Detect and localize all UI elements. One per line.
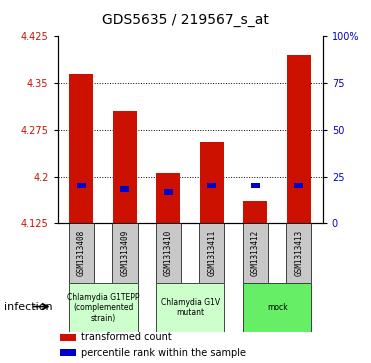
Text: GDS5635 / 219567_s_at: GDS5635 / 219567_s_at: [102, 13, 269, 27]
Bar: [207, 183, 216, 188]
Bar: [243, 283, 312, 332]
Text: infection: infection: [4, 302, 52, 312]
Bar: [77, 183, 86, 188]
Bar: [69, 223, 94, 283]
Bar: [286, 223, 312, 283]
Bar: [243, 223, 268, 283]
Bar: [69, 74, 93, 223]
Bar: [69, 283, 138, 332]
Text: GSM1313409: GSM1313409: [121, 230, 129, 276]
Bar: [112, 223, 138, 283]
Bar: [243, 201, 267, 223]
Bar: [200, 142, 224, 223]
Text: Chlamydia G1TEPP
(complemented
strain): Chlamydia G1TEPP (complemented strain): [67, 293, 139, 323]
Text: transformed count: transformed count: [81, 333, 172, 342]
Text: GSM1313413: GSM1313413: [294, 230, 303, 276]
Text: GSM1313412: GSM1313412: [251, 230, 260, 276]
Text: Chlamydia G1V
mutant: Chlamydia G1V mutant: [161, 298, 220, 317]
Bar: [199, 223, 224, 283]
Text: GSM1313411: GSM1313411: [207, 230, 216, 276]
Bar: [156, 283, 224, 332]
Bar: [113, 111, 137, 223]
Bar: [157, 174, 180, 223]
Text: GSM1313410: GSM1313410: [164, 230, 173, 276]
Text: percentile rank within the sample: percentile rank within the sample: [81, 348, 246, 358]
Text: mock: mock: [267, 303, 288, 312]
Bar: [120, 186, 129, 192]
Bar: [251, 183, 260, 188]
Bar: [287, 55, 311, 223]
Bar: [294, 183, 303, 188]
Text: GSM1313408: GSM1313408: [77, 230, 86, 276]
Bar: [60, 334, 76, 341]
Bar: [164, 189, 173, 195]
Bar: [60, 350, 76, 356]
Bar: [156, 223, 181, 283]
